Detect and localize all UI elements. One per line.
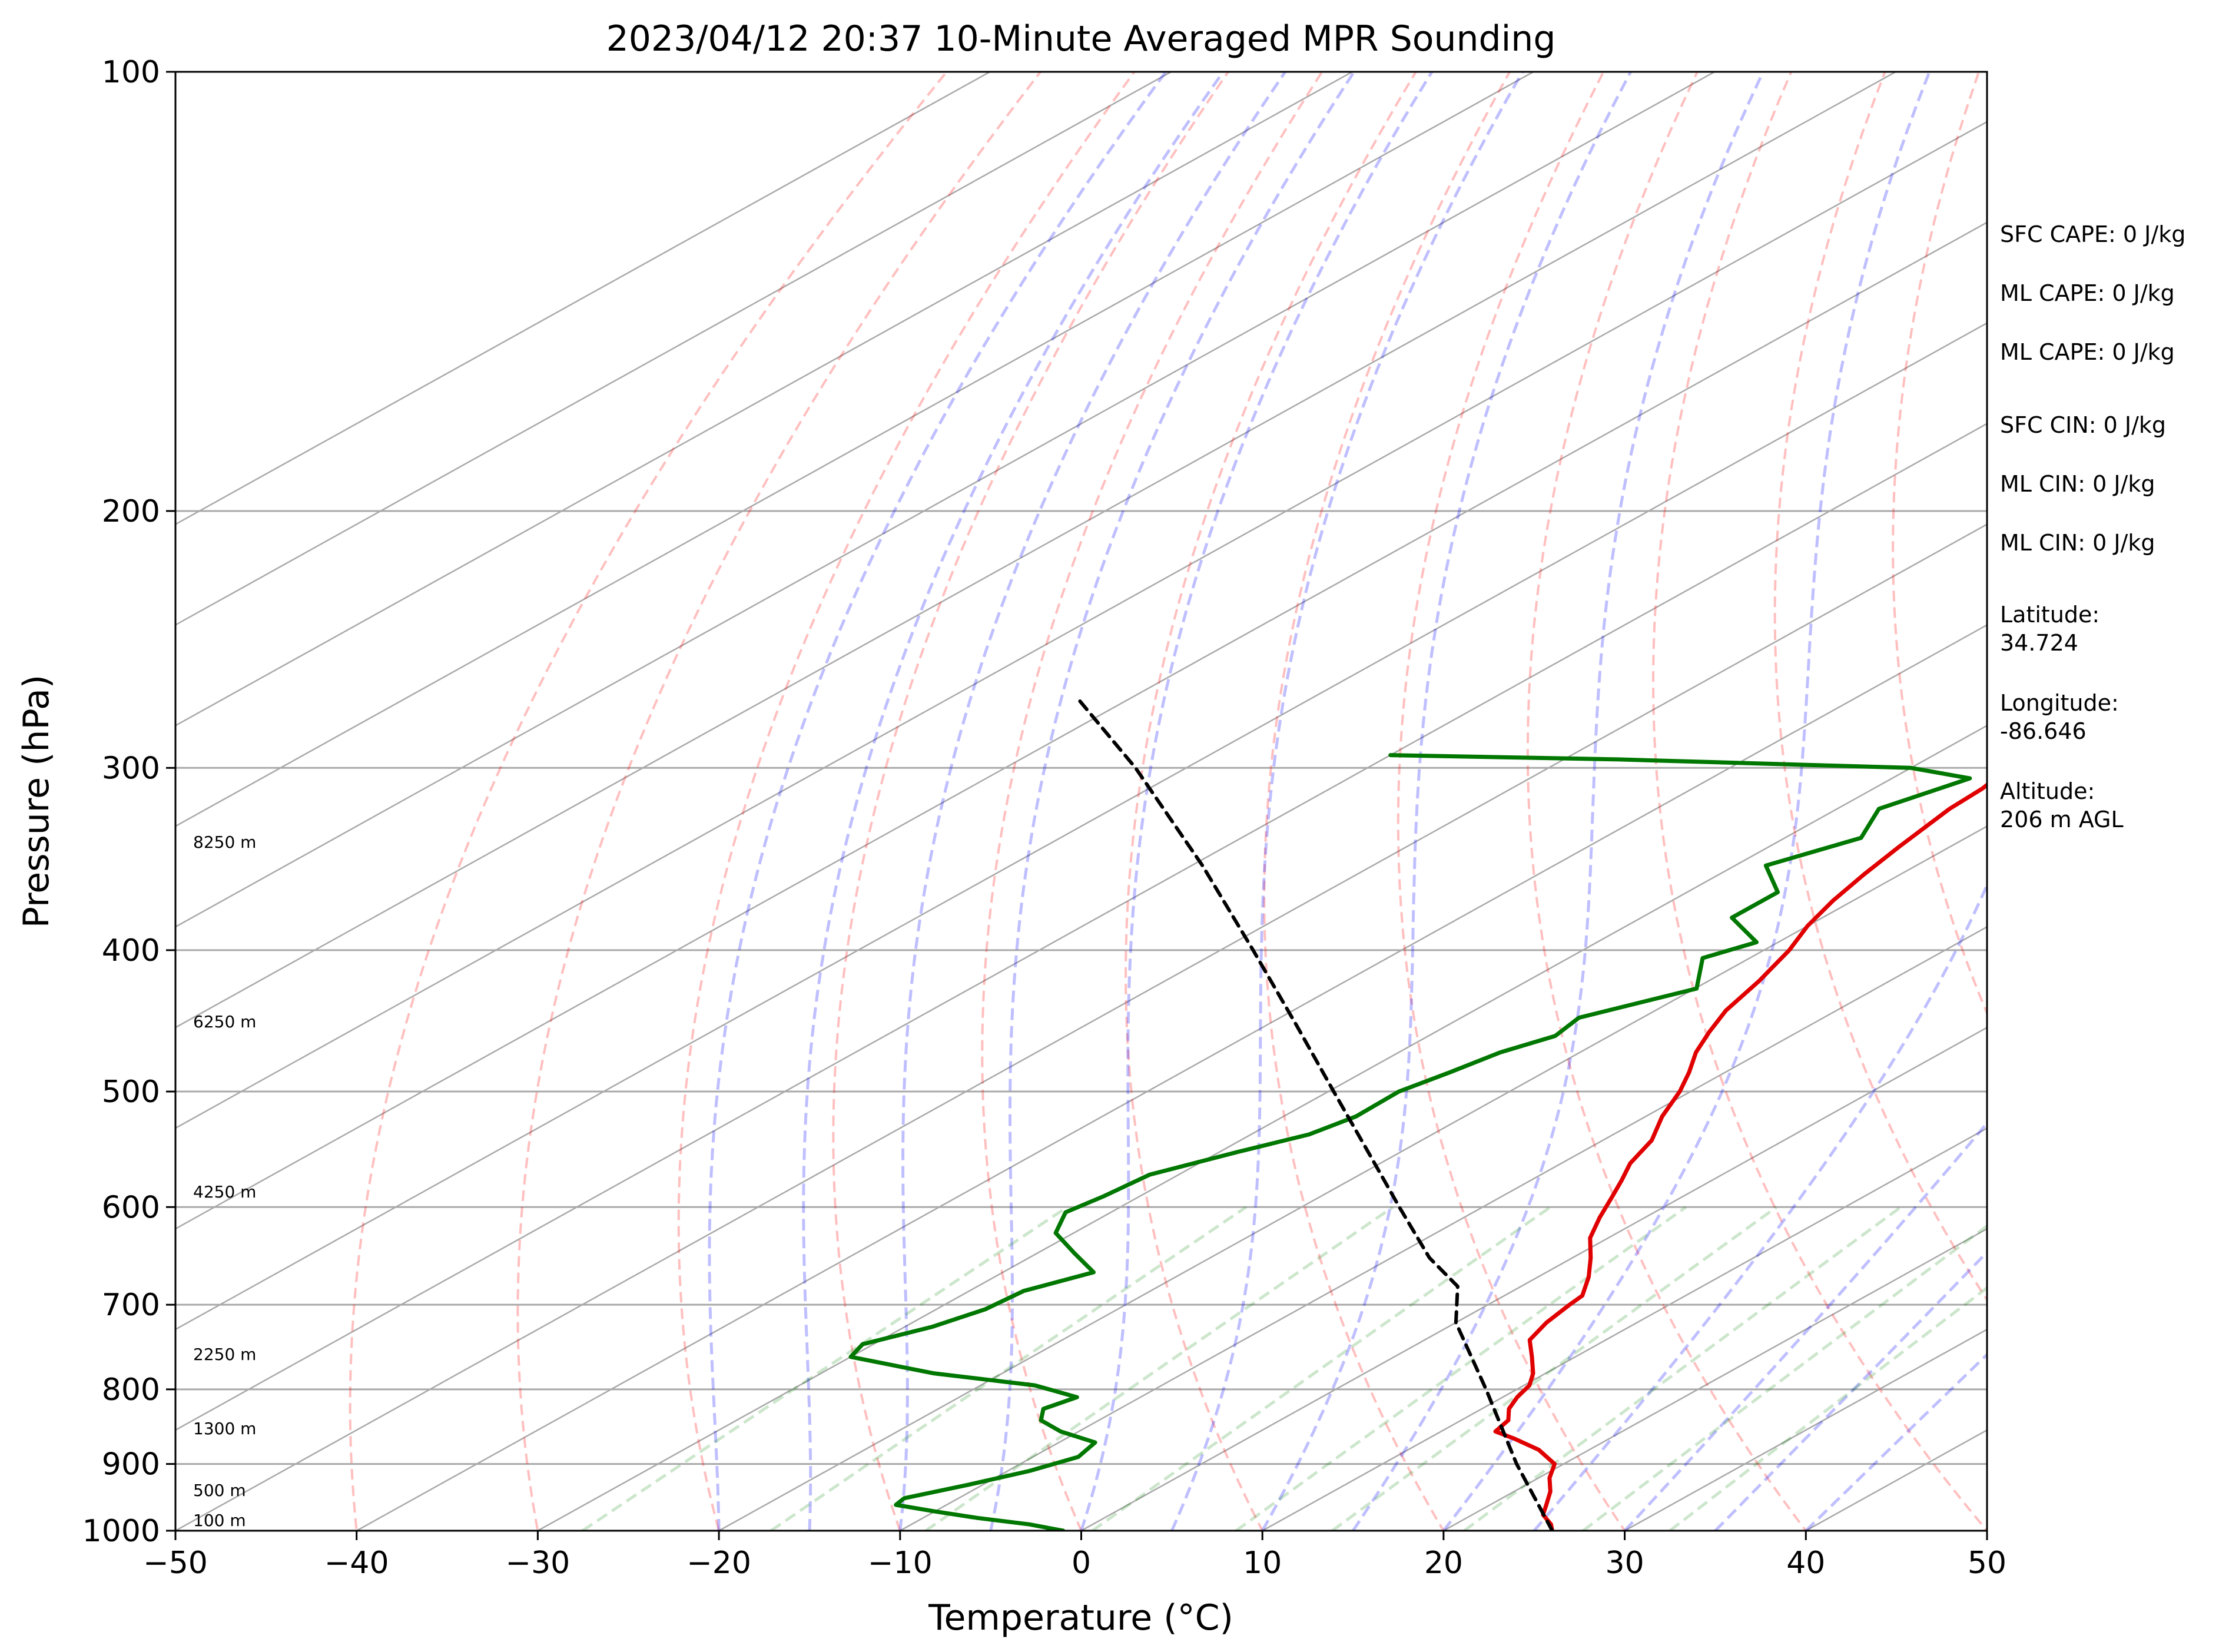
isotherm-line [356,624,1987,1531]
x-tick-label: 0 [1072,1545,1091,1581]
x-tick-label: 50 [1968,1545,2006,1581]
isotherm-line [175,72,1534,827]
isotherm-line [900,925,1987,1531]
x-axis-title: Temperature (°C) [928,1597,1233,1638]
dry-adiabat-line [1125,72,1418,1531]
y-tick-label: 900 [102,1447,160,1482]
sounding-info-item: SFC CAPE: 0 J/kg [2000,221,2186,247]
sounding-info-item: Altitude: 206 m AGL [2000,778,2124,832]
moist-adiabat-line [1261,72,1632,1531]
isotherm-line [1262,1127,1987,1531]
moist-adiabat-line [1080,72,1434,1531]
height-label: 500 m [193,1481,246,1500]
chart-grid [175,72,1987,1531]
isotherm-line [175,121,1987,1129]
x-tick-label: 40 [1786,1545,1825,1581]
isotherm-line [175,221,1987,1230]
isotherm-line [175,72,991,525]
height-label: 1300 m [193,1419,256,1438]
isotherm-line [175,322,1987,1331]
mixing-ratio-line [1669,1286,1987,1531]
moist-adiabat-line [1352,72,1764,1531]
y-tick-label: 400 [102,933,160,968]
moist-adiabat-line [1714,1250,1987,1531]
mixing-ratio-line [1463,1206,1902,1531]
sounding-info-item: SFC CIN: 0 J/kg [2000,412,2167,438]
x-tick-label: 20 [1424,1545,1463,1581]
moist-adiabat-line [708,72,1167,1531]
parcel-path-line [1078,699,1554,1531]
height-label: 6250 m [193,1012,256,1031]
x-tick-label: −50 [143,1545,208,1581]
isotherm-line [1080,1026,1987,1531]
x-tick-label: −40 [324,1545,389,1581]
height-label: 4250 m [193,1182,256,1202]
dry-adiabat-line [677,72,1136,1531]
x-tick-label: 30 [1606,1545,1644,1581]
dry-adiabat-line [1526,72,1807,1531]
dry-adiabat-line [1651,72,1987,1531]
mixing-ratio-line [1235,1206,1687,1531]
x-tick-label: −20 [686,1545,751,1581]
moist-adiabat-line [989,72,1355,1531]
sounding-info-item: ML CAPE: 0 J/kg [2000,280,2175,306]
mixing-ratio-line [1091,1206,1551,1531]
isotherm-line [175,72,1715,928]
y-tick-label: 600 [102,1190,160,1225]
mixing-ratio-line [1582,1224,1987,1531]
chart-series [848,699,1987,1531]
temperature-profile-line [1493,782,1987,1531]
isotherm-line [175,423,1987,1431]
height-label: 8250 m [193,832,256,852]
dry-adiabat-line [1773,72,1987,1302]
isotherm-line [1443,1228,1987,1531]
isotherm-line [175,72,1353,727]
moist-adiabat-line [898,72,1287,1531]
dry-adiabat-line [1397,72,1627,1531]
sounding-info-item: Latitude: 34.724 [2000,602,2100,656]
mixing-ratio-line [924,1206,1394,1531]
x-tick-label: −10 [868,1545,933,1581]
x-tick-label: −30 [506,1545,570,1581]
isotherm-line [718,825,1987,1531]
sounding-info-item: Longitude: -86.646 [2000,690,2119,744]
isotherm-line [175,523,1987,1531]
moist-adiabat-line [1170,72,1524,1531]
dry-adiabat-line [1263,72,1511,1531]
sounding-info-item: ML CIN: 0 J/kg [2000,471,2155,497]
y-tick-label: 100 [102,55,160,90]
chart-title: 2023/04/12 20:37 10-Minute Averaged MPR … [606,18,1556,59]
moist-adiabat-line [1805,1352,1987,1531]
dry-adiabat-line [1892,72,1987,1016]
dry-adiabat-line [981,72,1324,1531]
y-axis-title: Pressure (hPa) [16,675,57,928]
dry-adiabat-line [349,72,948,1531]
mixing-ratio-line [582,1206,1069,1531]
y-tick-label: 1000 [82,1514,160,1549]
x-axis: −50 −40 −30 −20 −10 0 10 20 30 40 50 [143,1531,2006,1581]
y-tick-label: 800 [102,1372,160,1408]
y-axis: 100 200 300 400 500 600 700 800 900 1000 [82,55,175,1549]
sounding-info-item: ML CAPE: 0 J/kg [2000,339,2175,365]
sounding-info-item: ML CIN: 0 J/kg [2000,530,2155,556]
moist-adiabat-line [1442,72,1931,1531]
mixing-ratio-line [769,1206,1248,1531]
dry-adiabat-line [516,72,1042,1531]
isotherm-line [175,72,1172,626]
moist-adiabat-line [802,72,1225,1531]
x-tick-label: 10 [1243,1545,1282,1581]
isotherm-line [537,725,1987,1531]
moist-adiabat-line [1533,881,1987,1531]
dewpoint-profile-line [848,753,1972,1531]
y-tick-label: 300 [102,751,160,786]
height-labels: 8250 m 6250 m 4250 m 2250 m 1300 m 500 m 100 m [193,832,256,1530]
isotherm-line [175,72,1896,1029]
height-label: 2250 m [193,1345,256,1364]
y-tick-label: 700 [102,1288,160,1323]
y-tick-label: 500 [102,1074,160,1110]
y-tick-label: 200 [102,494,160,529]
height-label: 100 m [193,1511,246,1530]
